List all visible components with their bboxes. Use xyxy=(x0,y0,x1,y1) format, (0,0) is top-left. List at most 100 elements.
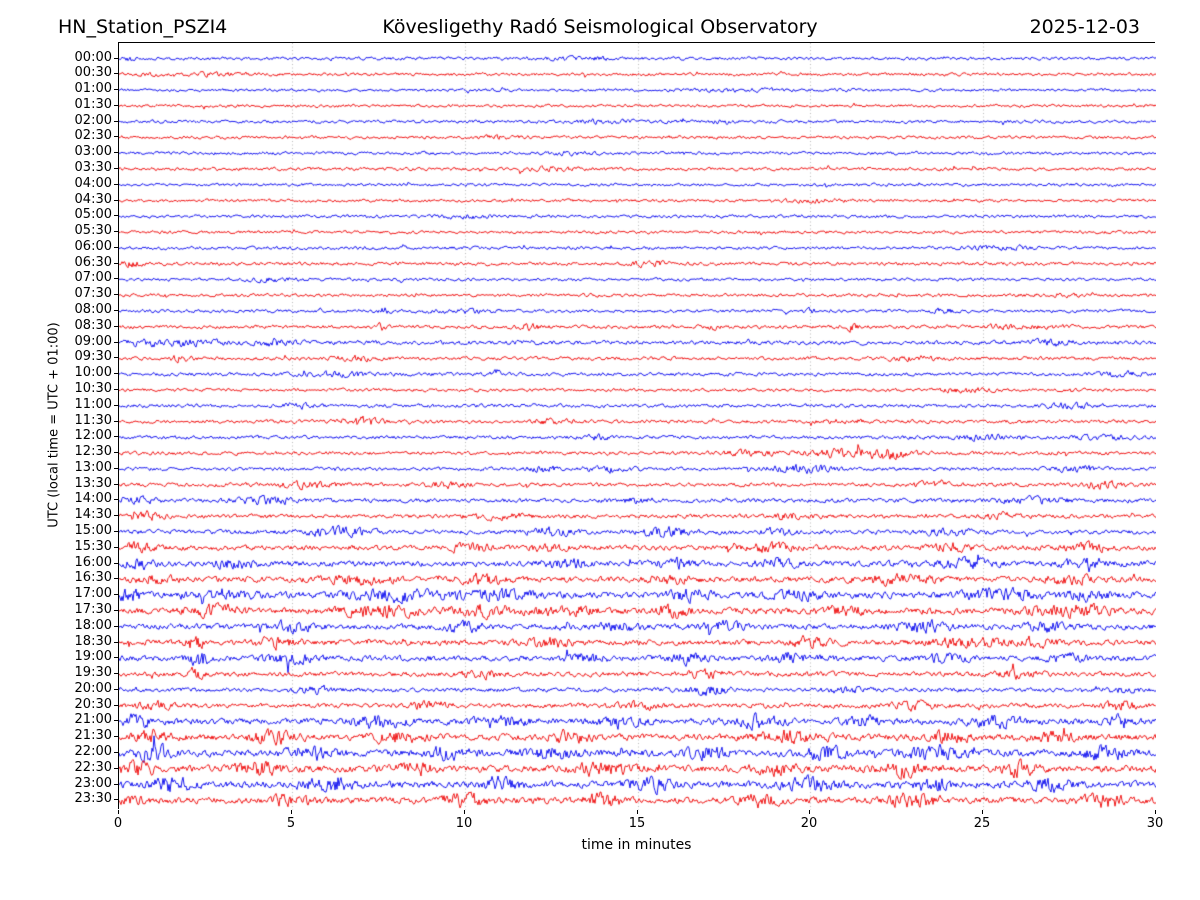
y-tick-mark xyxy=(114,389,118,390)
y-tick-label: 19:00 xyxy=(74,649,112,664)
y-tick-label: 01:30 xyxy=(74,97,112,112)
y-tick-mark xyxy=(114,452,118,453)
plot-area xyxy=(118,42,1156,810)
observatory-title: Kövesligethy Radó Seismological Observat… xyxy=(382,16,818,38)
x-tick-label: 30 xyxy=(1146,816,1164,831)
y-tick-label: 10:00 xyxy=(74,365,112,380)
y-tick-mark xyxy=(114,326,118,327)
x-tick-label: 0 xyxy=(113,816,123,831)
y-tick-mark xyxy=(114,720,118,721)
y-tick-label: 02:00 xyxy=(74,113,112,128)
y-tick-mark xyxy=(114,768,118,769)
y-tick-label: 01:00 xyxy=(74,81,112,96)
x-tick-mark xyxy=(637,810,638,814)
y-tick-mark xyxy=(114,547,118,548)
y-tick-label: 06:00 xyxy=(74,239,112,254)
y-tick-label: 04:30 xyxy=(74,192,112,207)
y-tick-mark xyxy=(114,594,118,595)
y-tick-mark xyxy=(114,168,118,169)
y-tick-mark xyxy=(114,58,118,59)
y-tick-label: 08:30 xyxy=(74,318,112,333)
x-tick-mark xyxy=(118,810,119,814)
y-tick-label: 16:00 xyxy=(74,555,112,570)
y-tick-label: 21:00 xyxy=(74,712,112,727)
y-tick-label: 12:00 xyxy=(74,428,112,443)
y-tick-mark xyxy=(114,247,118,248)
x-tick-mark xyxy=(809,810,810,814)
y-tick-mark xyxy=(114,799,118,800)
y-tick-mark xyxy=(114,215,118,216)
y-tick-mark xyxy=(114,405,118,406)
x-tick-mark xyxy=(982,810,983,814)
y-tick-mark xyxy=(114,689,118,690)
y-tick-label: 11:00 xyxy=(74,397,112,412)
y-tick-mark xyxy=(114,705,118,706)
y-tick-label: 15:30 xyxy=(74,539,112,554)
y-tick-mark xyxy=(114,73,118,74)
y-tick-mark xyxy=(114,184,118,185)
y-tick-mark xyxy=(114,310,118,311)
y-tick-label: 10:30 xyxy=(74,381,112,396)
y-tick-mark xyxy=(114,373,118,374)
y-tick-mark xyxy=(114,610,118,611)
x-axis-label: time in minutes xyxy=(581,837,692,853)
y-tick-mark xyxy=(114,468,118,469)
y-tick-mark xyxy=(114,421,118,422)
x-tick-label: 5 xyxy=(286,816,296,831)
y-tick-label: 03:00 xyxy=(74,144,112,159)
x-tick-mark xyxy=(1155,810,1156,814)
y-tick-label: 20:00 xyxy=(74,681,112,696)
y-tick-mark xyxy=(114,784,118,785)
y-tick-label: 12:30 xyxy=(74,444,112,459)
y-tick-label: 02:30 xyxy=(74,128,112,143)
y-tick-label: 13:00 xyxy=(74,460,112,475)
y-tick-mark xyxy=(114,294,118,295)
y-tick-mark xyxy=(114,626,118,627)
y-tick-label: 17:30 xyxy=(74,602,112,617)
y-tick-label: 23:30 xyxy=(74,791,112,806)
y-tick-label: 08:00 xyxy=(74,302,112,317)
y-tick-mark xyxy=(114,152,118,153)
y-tick-mark xyxy=(114,531,118,532)
y-tick-mark xyxy=(114,278,118,279)
station-title: HN_Station_PSZI4 xyxy=(58,16,228,38)
y-tick-label: 05:00 xyxy=(74,207,112,222)
date-title: 2025-12-03 xyxy=(1029,16,1140,38)
y-tick-label: 16:30 xyxy=(74,570,112,585)
y-tick-label: 09:30 xyxy=(74,349,112,364)
y-tick-label: 22:30 xyxy=(74,760,112,775)
y-tick-label: 03:30 xyxy=(74,160,112,175)
y-tick-label: 21:30 xyxy=(74,728,112,743)
y-tick-label: 15:00 xyxy=(74,523,112,538)
x-tick-label: 20 xyxy=(800,816,818,831)
seismogram-canvas xyxy=(119,43,1156,810)
y-tick-label: 17:00 xyxy=(74,586,112,601)
y-tick-label: 05:30 xyxy=(74,223,112,238)
y-tick-label: 18:30 xyxy=(74,634,112,649)
y-tick-label: 19:30 xyxy=(74,665,112,680)
y-tick-mark xyxy=(114,499,118,500)
y-tick-label: 23:00 xyxy=(74,776,112,791)
x-tick-label: 10 xyxy=(455,816,473,831)
y-tick-mark xyxy=(114,736,118,737)
y-tick-mark xyxy=(114,578,118,579)
x-tick-label: 25 xyxy=(973,816,991,831)
y-tick-mark xyxy=(114,752,118,753)
y-tick-mark xyxy=(114,342,118,343)
y-tick-mark xyxy=(114,89,118,90)
y-tick-mark xyxy=(114,484,118,485)
y-tick-mark xyxy=(114,436,118,437)
y-tick-label: 07:30 xyxy=(74,286,112,301)
y-tick-mark xyxy=(114,563,118,564)
x-tick-label: 15 xyxy=(628,816,646,831)
x-tick-mark xyxy=(464,810,465,814)
y-tick-label: 00:00 xyxy=(74,50,112,65)
y-tick-label: 04:00 xyxy=(74,176,112,191)
y-tick-mark xyxy=(114,200,118,201)
y-tick-label: 20:30 xyxy=(74,697,112,712)
y-tick-mark xyxy=(114,642,118,643)
y-tick-label: 11:30 xyxy=(74,413,112,428)
y-tick-label: 09:00 xyxy=(74,334,112,349)
y-tick-label: 14:00 xyxy=(74,491,112,506)
